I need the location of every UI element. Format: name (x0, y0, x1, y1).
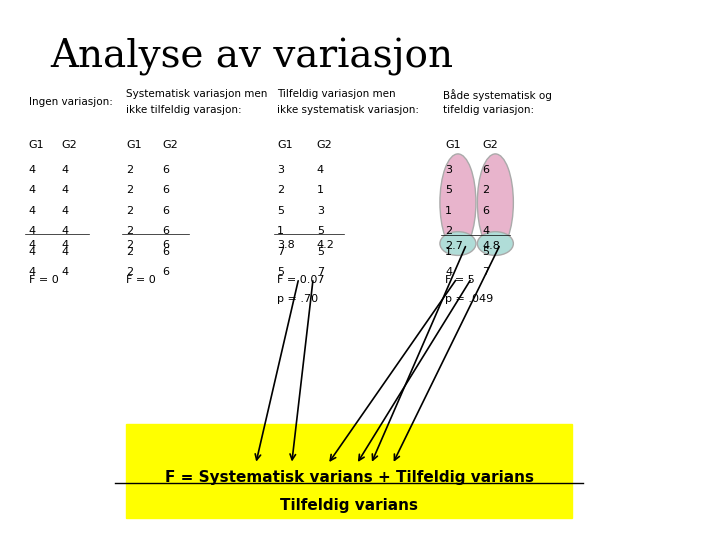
Text: G1: G1 (277, 140, 293, 151)
Text: 5: 5 (445, 185, 452, 195)
Text: 5: 5 (317, 247, 324, 257)
Text: 4: 4 (29, 267, 36, 278)
Text: 4: 4 (29, 240, 36, 251)
Ellipse shape (440, 154, 476, 251)
Text: F = 5: F = 5 (445, 275, 474, 286)
FancyBboxPatch shape (126, 424, 572, 518)
Text: G1: G1 (445, 140, 461, 151)
Text: 1: 1 (277, 226, 284, 237)
Text: Både systematisk og: Både systematisk og (443, 89, 552, 101)
Text: 4: 4 (61, 226, 68, 237)
Text: 7: 7 (317, 267, 324, 278)
Text: 7: 7 (482, 267, 490, 278)
Text: 5: 5 (482, 247, 490, 257)
Text: F = 0: F = 0 (126, 275, 156, 286)
Text: 4: 4 (317, 165, 324, 175)
Text: 2: 2 (126, 240, 133, 251)
Text: F = 0: F = 0 (29, 275, 58, 286)
Text: 6: 6 (482, 165, 490, 175)
Text: ikke systematisk variasjon:: ikke systematisk variasjon: (277, 105, 419, 116)
Text: Systematisk variasjon men: Systematisk variasjon men (126, 89, 267, 99)
Text: 2: 2 (126, 226, 133, 237)
Text: 4: 4 (29, 165, 36, 175)
Text: 1: 1 (445, 247, 452, 257)
Text: 6: 6 (162, 226, 169, 237)
Text: Ingen variasjon:: Ingen variasjon: (29, 97, 112, 107)
Text: G2: G2 (61, 140, 77, 151)
Text: 2: 2 (126, 206, 133, 216)
Text: 2: 2 (277, 185, 284, 195)
Text: p = .70: p = .70 (277, 294, 318, 305)
Text: 6: 6 (482, 206, 490, 216)
Ellipse shape (477, 232, 513, 255)
Text: 1: 1 (317, 185, 324, 195)
Text: G1: G1 (29, 140, 45, 151)
Text: 7: 7 (277, 247, 284, 257)
Text: 4: 4 (61, 206, 68, 216)
Text: 2: 2 (126, 247, 133, 257)
Text: 3: 3 (277, 165, 284, 175)
Text: ikke tilfeldig varasjon:: ikke tilfeldig varasjon: (126, 105, 242, 116)
Text: p = .049: p = .049 (445, 294, 493, 305)
Text: G2: G2 (482, 140, 498, 151)
Ellipse shape (440, 232, 476, 255)
Text: 4: 4 (482, 226, 490, 237)
Text: 1: 1 (445, 206, 452, 216)
Text: 5: 5 (317, 226, 324, 237)
Text: 3.8: 3.8 (277, 240, 295, 251)
Text: Tilfeldig varians: Tilfeldig varians (280, 498, 418, 514)
Text: G1: G1 (126, 140, 142, 151)
Text: 4: 4 (29, 226, 36, 237)
Text: 6: 6 (162, 247, 169, 257)
Text: 4: 4 (29, 247, 36, 257)
Text: 4: 4 (61, 185, 68, 195)
Text: Tilfeldig variasjon men: Tilfeldig variasjon men (277, 89, 396, 99)
Text: 6: 6 (162, 240, 169, 251)
Text: 6: 6 (162, 206, 169, 216)
Text: 2: 2 (126, 267, 133, 278)
Text: F = 0.07: F = 0.07 (277, 275, 325, 286)
Text: 5: 5 (277, 267, 284, 278)
Text: 4: 4 (61, 240, 68, 251)
Text: 3: 3 (445, 165, 452, 175)
Text: G2: G2 (317, 140, 333, 151)
Text: 4: 4 (61, 247, 68, 257)
Ellipse shape (477, 154, 513, 251)
Text: 4: 4 (29, 206, 36, 216)
Text: 4.8: 4.8 (482, 241, 500, 252)
Text: 2: 2 (126, 165, 133, 175)
Text: 3: 3 (317, 206, 324, 216)
Text: Analyse av variasjon: Analyse av variasjon (50, 38, 454, 76)
Text: 4: 4 (61, 267, 68, 278)
Text: 2.7: 2.7 (445, 241, 463, 252)
Text: 6: 6 (162, 165, 169, 175)
Text: 5: 5 (277, 206, 284, 216)
Text: 4: 4 (445, 267, 452, 278)
Text: 6: 6 (162, 185, 169, 195)
Text: F = Systematisk varians + Tilfeldig varians: F = Systematisk varians + Tilfeldig vari… (165, 470, 534, 485)
Text: 4: 4 (29, 185, 36, 195)
Text: 4: 4 (61, 165, 68, 175)
Text: 6: 6 (162, 267, 169, 278)
Text: 2: 2 (126, 185, 133, 195)
Text: G2: G2 (162, 140, 178, 151)
Text: tifeldig variasjon:: tifeldig variasjon: (443, 105, 534, 116)
Text: 4.2: 4.2 (317, 240, 335, 251)
Text: 2: 2 (482, 185, 490, 195)
Text: 2: 2 (445, 226, 452, 237)
